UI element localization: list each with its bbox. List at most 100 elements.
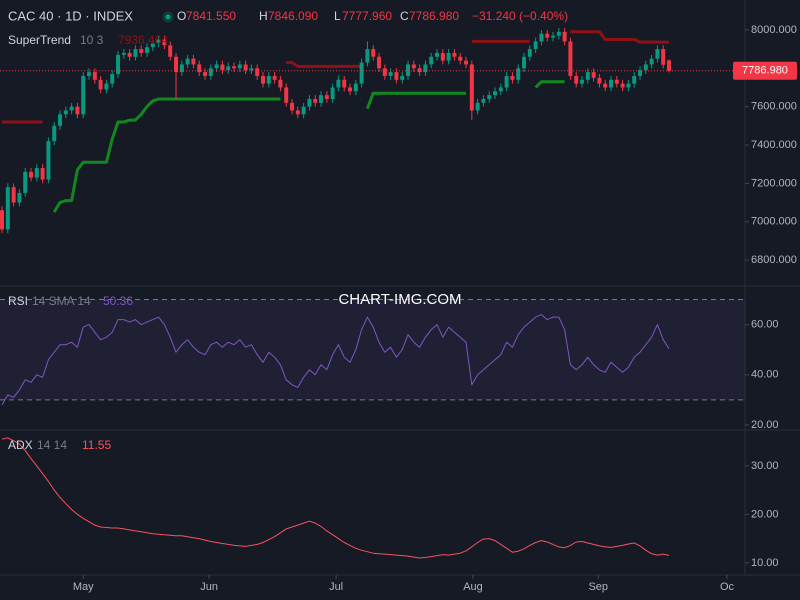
candle-body (203, 72, 208, 76)
chart-title: CAC 40 · 1D · INDEX (8, 8, 133, 23)
y-tick-label: 7000.000 (751, 216, 797, 228)
status-dot (162, 11, 174, 23)
watermark: CHART-IMG.COM (338, 291, 461, 308)
x-tick-label: Jul (329, 581, 343, 593)
y-tick-label: 20.00 (751, 419, 779, 431)
candle-body (493, 91, 498, 96)
candle-body (400, 75, 405, 80)
candle-body (510, 75, 515, 80)
candle-body (185, 58, 190, 65)
y-tick-label: 7200.000 (751, 177, 797, 189)
candle-body (475, 102, 480, 111)
y-tick-label: 10.00 (751, 557, 779, 569)
candle-body (63, 110, 68, 115)
candle-body (394, 72, 399, 80)
supertrend-up (534, 80, 565, 89)
y-tick-label: 20.00 (751, 508, 779, 520)
candle-body (0, 210, 5, 230)
candle-body (661, 49, 666, 65)
adx-value: 11.55 (82, 438, 111, 452)
candle-body (614, 79, 619, 84)
supertrend-up (52, 97, 281, 213)
candle-body (208, 68, 213, 76)
candle-body (127, 52, 132, 57)
ohlc-value: 7841.550 (186, 9, 236, 23)
candle-body (290, 102, 295, 111)
candle-body (133, 49, 138, 57)
candle-body (336, 79, 341, 88)
candle-body (261, 75, 266, 84)
y-tick-label: 30.00 (751, 460, 779, 472)
candle-body (539, 33, 544, 42)
candle-body (52, 125, 57, 142)
marks: 6800.000 7000.000 7200.000 7400.000 7600.000… (0, 24, 797, 593)
candle-body (649, 58, 654, 65)
candle-body (5, 187, 10, 230)
candle-body (104, 83, 109, 90)
candle-body (377, 56, 382, 69)
candle-body (58, 114, 63, 126)
supertrend-up (365, 91, 466, 110)
ohlc-label: H (259, 9, 268, 23)
x-tick-label: Jun (200, 581, 218, 593)
candle-body (440, 52, 445, 61)
candle-body (17, 192, 22, 203)
adx-line (1, 437, 670, 559)
candle-body (620, 83, 625, 88)
candle-body (243, 64, 248, 71)
candle-body (34, 168, 39, 178)
candle-body (162, 39, 167, 46)
ohlc-value: 7777.960 (342, 9, 392, 23)
adx-params: 14 14 (37, 438, 67, 452)
candle-body (69, 106, 74, 111)
candle-body (319, 95, 324, 103)
rsi-name: RSI (8, 294, 28, 308)
candle-body (597, 77, 602, 84)
candle-body (342, 79, 347, 88)
candle-body (284, 87, 289, 103)
band-fill (0, 299, 745, 400)
change: −31.240 (−0.40%) (472, 9, 568, 23)
candle-body (406, 64, 411, 76)
last-price-label: 7786.980 (742, 65, 788, 77)
candle-body (237, 64, 242, 69)
x-tick-label: Sep (588, 581, 608, 593)
supertrend-down (286, 61, 362, 68)
candle-body (359, 62, 364, 84)
ohlc-label: L (334, 9, 341, 23)
candle-body (562, 31, 567, 42)
candle-body (632, 75, 637, 84)
candle-body (603, 83, 608, 88)
indicator-params: 10 3 (80, 33, 104, 47)
candle-body (110, 74, 115, 84)
candle-body (46, 141, 51, 180)
candle-body (226, 66, 231, 71)
ohlc-value: 7846.090 (268, 9, 318, 23)
candle-body (417, 68, 422, 73)
candle-body (371, 49, 376, 57)
candle-body (150, 43, 155, 48)
last-price-tag (733, 61, 797, 80)
candle-body (481, 98, 486, 103)
candle-body (75, 106, 80, 115)
candle-body (365, 49, 370, 63)
candle-body (29, 171, 34, 178)
candle-body (307, 98, 312, 107)
candle-body (23, 171, 28, 193)
candle-body (638, 70, 643, 76)
candle-body (121, 52, 126, 55)
candle-body (545, 33, 550, 38)
rsi-line (1, 314, 670, 406)
candle-body (220, 64, 225, 71)
candle-body (516, 68, 521, 80)
y-tick-label: 7400.000 (751, 139, 797, 151)
candle-body (487, 95, 492, 99)
candle-body (556, 31, 561, 36)
candle-body (179, 64, 184, 73)
rsi-params: 14 SMA 14 (32, 294, 91, 308)
candle-body (301, 106, 306, 115)
candle-body (498, 87, 503, 92)
x-tick-label: May (73, 581, 94, 593)
candle-body (278, 79, 283, 88)
candle-body (174, 56, 179, 73)
